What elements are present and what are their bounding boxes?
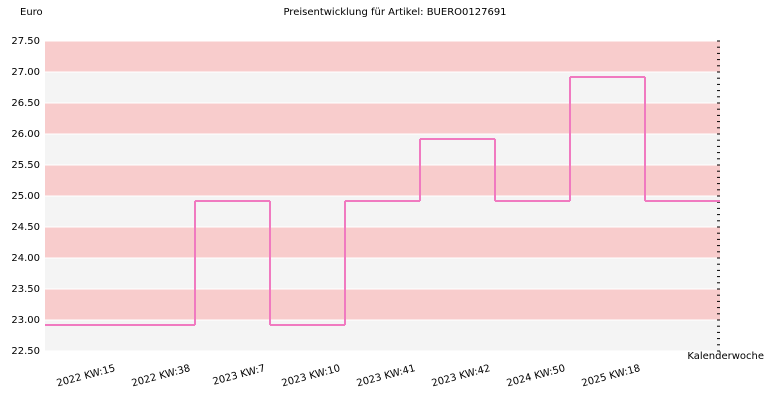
band [45,289,720,320]
x-tick-label: 2023 KW:10 [281,363,342,389]
band [45,165,720,196]
y-tick-label: 25.50 [11,160,40,171]
y-axis-label: Euro [20,7,43,18]
y-tick-label: 23.50 [11,284,40,295]
x-tick-label: 2023 KW:41 [356,363,417,389]
y-tick-label: 27.00 [11,67,40,78]
band [45,103,720,134]
x-tick-label: 2023 KW:7 [212,363,267,388]
chart-title: Preisentwicklung für Artikel: BUERO01276… [283,7,506,18]
band [45,258,720,289]
band [45,227,720,258]
y-tick-label: 24.50 [11,222,40,233]
x-axis-label: Kalenderwoche [687,351,764,362]
y-tick-label: 27.50 [11,36,40,47]
y-tick-label: 24.00 [11,253,40,264]
band [45,134,720,165]
x-tick-label: 2022 KW:15 [56,363,117,389]
band [45,41,720,72]
x-tick-label: 2023 KW:42 [431,363,492,389]
y-tick-label: 25.00 [11,191,40,202]
y-tick-label: 26.00 [11,129,40,140]
x-tick-label: 2025 KW:18 [581,363,642,389]
y-tick-label: 22.50 [11,346,40,357]
x-tick-label: 2022 KW:38 [131,363,192,389]
x-tick-label: 2024 KW:50 [506,363,567,389]
y-tick-label: 26.50 [11,98,40,109]
y-tick-label: 23.00 [11,315,40,326]
